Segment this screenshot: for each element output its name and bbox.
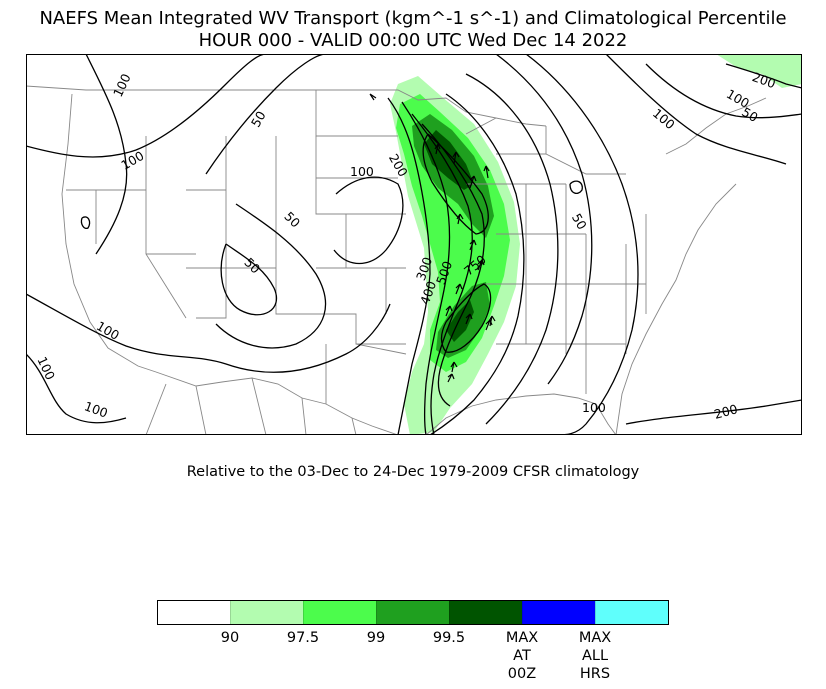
colorbar-label-max-all: MAX ALL HRS (578, 630, 612, 682)
contour-500 (421, 123, 485, 407)
mexico-border (155, 371, 399, 435)
transport-vectors (369, 93, 496, 383)
contour-label: 100 (582, 400, 606, 415)
contour-100-west (26, 54, 267, 158)
contour-300 (401, 101, 451, 435)
colorbar-segment (449, 601, 522, 624)
contour-50-mid (215, 203, 327, 349)
contour-50-northeast (645, 63, 802, 119)
contour-label: 50 (569, 211, 590, 232)
contour-100-interior (333, 176, 404, 264)
west-coast (61, 93, 157, 373)
contour-label: 200 (712, 401, 739, 422)
contour-small-loop-1 (569, 180, 583, 195)
colorbar-label-90: 90 (220, 630, 240, 646)
contour-50-east (495, 54, 593, 385)
contour-label: 50 (739, 104, 760, 125)
contour-label: 100 (350, 164, 374, 179)
mexico-states (145, 377, 357, 435)
contour-small-loop-2 (80, 216, 91, 230)
shade-99-5-south (446, 300, 474, 342)
canada-border (26, 85, 547, 127)
contour-200-northeast (725, 63, 802, 89)
contour-50-nw (205, 54, 327, 175)
contour-100-southeast (525, 54, 639, 435)
contour-750-south (440, 283, 492, 353)
climatology-subtitle: Relative to the 03-Dec to 24-Dec 1979-20… (186, 464, 640, 480)
colorbar-label-max-00z: MAX AT 00Z (505, 630, 539, 682)
contour-100-northeast (605, 54, 787, 165)
gulf-coast (425, 393, 617, 435)
contour-400 (411, 113, 473, 435)
colorbar-label-97-5: 97.5 (286, 630, 320, 646)
colorbar-segment (522, 601, 595, 624)
contour-200-outer (387, 97, 431, 435)
contour-200-southeast (625, 399, 802, 425)
valid-time-title: HOUR 000 - VALID 00:00 UTC Wed Dec 14 20… (198, 30, 628, 51)
contour-100-east (465, 73, 559, 425)
contour-750-north (422, 133, 489, 235)
political-boundaries (26, 85, 767, 435)
atlantic-coast (615, 183, 737, 435)
contour-100-southwest (26, 293, 391, 373)
colorbar-segment (303, 601, 376, 624)
northeast-border (665, 97, 767, 155)
ivt-map: 100 50 100 200 100 50 50 300 400 500 750… (26, 54, 802, 435)
map-frame (26, 54, 802, 435)
contour-200-east (429, 93, 525, 435)
colorbar-segment (158, 601, 230, 624)
contour-50-inner (220, 243, 277, 316)
chart-title: NAEFS Mean Integrated WV Transport (kgm^… (39, 8, 787, 29)
colorbar-segment (230, 601, 303, 624)
state-lines-central (276, 90, 407, 404)
colorbar-label-99-5: 99.5 (432, 630, 466, 646)
ivt-contours (26, 54, 802, 435)
percentile-colorbar (157, 600, 669, 625)
shade-90-northeast (716, 54, 802, 88)
contour-label: 50 (248, 108, 269, 129)
contour-100-nw (85, 54, 128, 255)
colorbar-segment (376, 601, 449, 624)
contour-100-south (26, 353, 127, 424)
colorbar-segment (595, 601, 668, 624)
colorbar-label-99: 99 (366, 630, 386, 646)
